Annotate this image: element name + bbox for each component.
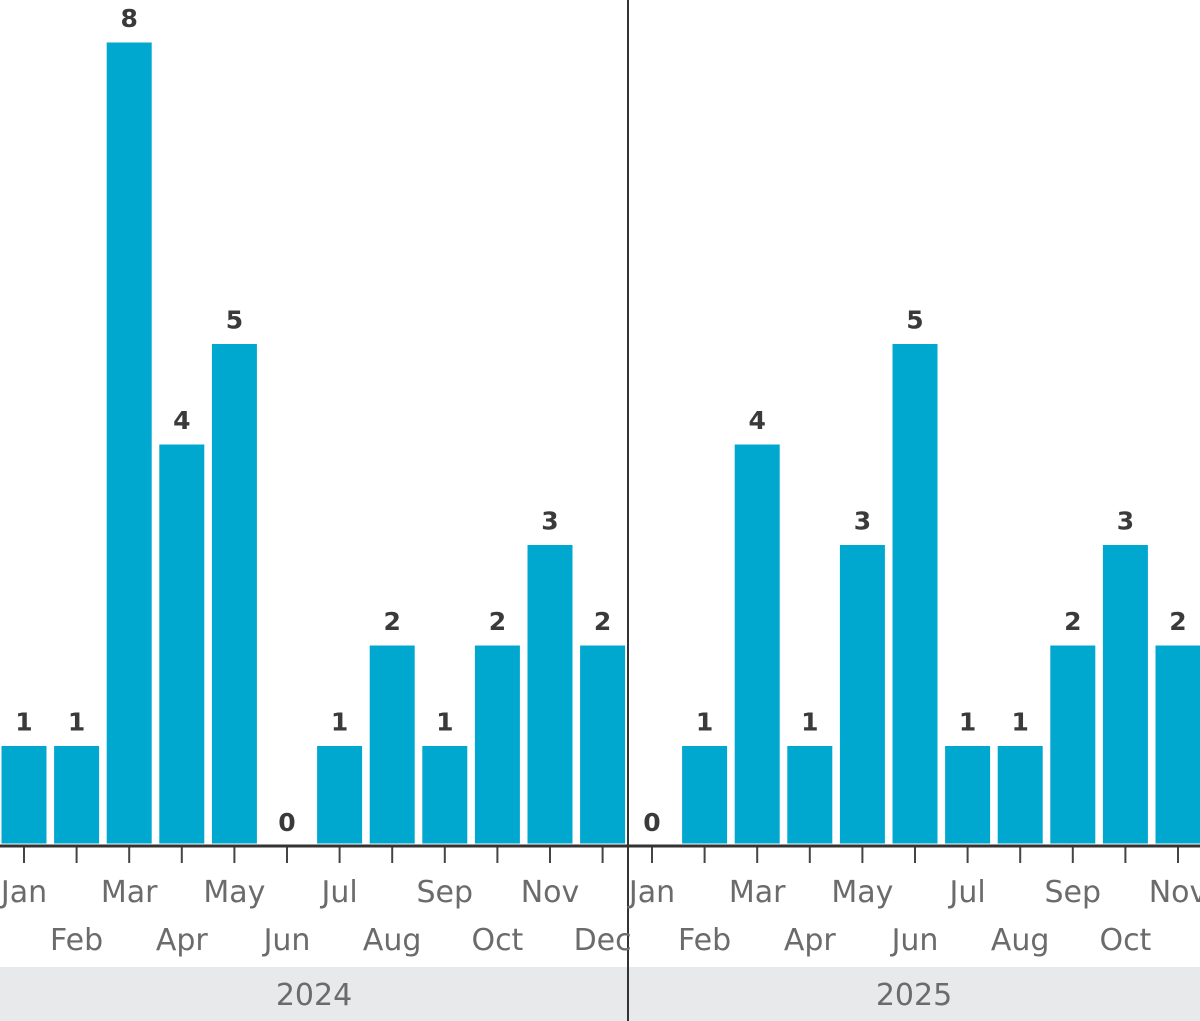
value-label: 2 — [1169, 607, 1186, 636]
value-label: 1 — [15, 708, 32, 737]
value-label: 3 — [854, 507, 871, 536]
tick-labels: JanFebMarAprMayJunJulAugSepOctNovDec2024… — [0, 875, 1200, 1013]
bar-2024-jul — [314, 743, 366, 847]
tick-label-sep: Sep — [1045, 875, 1102, 910]
value-label: 1 — [801, 708, 818, 737]
tick-label-jun: Jun — [890, 923, 939, 958]
tick-label-oct: Oct — [1099, 923, 1151, 958]
tick-label-mar: Mar — [101, 875, 158, 910]
tick-label-apr: Apr — [784, 923, 837, 958]
tick-label-jan: Jan — [0, 875, 47, 910]
value-label: 1 — [331, 708, 348, 737]
tick-label-jun: Jun — [262, 923, 311, 958]
value-label: 1 — [696, 708, 713, 737]
bar-2025-oct — [1099, 542, 1151, 847]
bar-2025-mar — [731, 441, 783, 847]
tick-label-apr: Apr — [156, 923, 209, 958]
value-label: 4 — [173, 406, 190, 435]
bar-2024-feb — [51, 743, 103, 847]
value-label: 8 — [120, 4, 137, 33]
tick-label-nov: Nov — [1149, 875, 1200, 910]
bar-2025-aug — [994, 743, 1046, 847]
value-label: 0 — [643, 808, 660, 837]
tick-label-aug: Aug — [991, 923, 1050, 958]
tick-label-sep: Sep — [417, 875, 474, 910]
tick-label-may: May — [203, 875, 265, 910]
bar-2024-dec — [577, 642, 629, 847]
value-label: 1 — [68, 708, 85, 737]
bar-2024-mar — [103, 39, 155, 847]
bar-2025-sep — [1047, 642, 1099, 847]
tick-label-may: May — [831, 875, 893, 910]
value-label: 2 — [489, 607, 506, 636]
bar-2024-apr — [156, 441, 208, 847]
bar-2024-may — [208, 341, 260, 847]
value-label: 4 — [748, 406, 765, 435]
year-bands — [0, 967, 1200, 1021]
bar-2024-jan — [0, 743, 50, 847]
value-label: 2 — [1064, 607, 1081, 636]
value-label: 3 — [541, 507, 558, 536]
value-label: 2 — [383, 607, 400, 636]
year-label-2025: 2025 — [876, 978, 952, 1013]
bar-2025-feb — [679, 743, 731, 847]
bar-2024-aug — [366, 642, 418, 847]
value-label: 1 — [959, 708, 976, 737]
bar-2025-may — [836, 542, 888, 847]
bar-2024-nov — [524, 542, 576, 847]
bar-2025-nov — [1152, 642, 1200, 847]
tick-label-jan: Jan — [627, 875, 675, 910]
tick-label-jul: Jul — [319, 875, 357, 910]
year-band — [0, 967, 1200, 1021]
tick-label-dec: Dec — [574, 923, 632, 958]
bar-2024-sep — [419, 743, 471, 847]
tick-label-aug: Aug — [363, 923, 422, 958]
value-label: 5 — [906, 306, 923, 335]
value-label: 5 — [226, 306, 243, 335]
tick-label-mar: Mar — [729, 875, 786, 910]
value-labels: 1 1 8 4 5 0 1 2 1 2 3 2 0 1 4 1 3 5 1 1 2 3 2 — [15, 4, 1186, 837]
tick-label-oct: Oct — [471, 923, 523, 958]
bar-2025-jun — [889, 341, 941, 847]
tick-label-nov: Nov — [521, 875, 580, 910]
bar-2025-jul — [942, 743, 994, 847]
value-label: 3 — [1117, 507, 1134, 536]
tick-label-feb: Feb — [678, 923, 731, 958]
value-label: 1 — [436, 708, 453, 737]
year-label-2024: 2024 — [276, 978, 352, 1013]
value-label: 0 — [278, 808, 295, 837]
bar-2024-oct — [471, 642, 523, 847]
tick-label-jul: Jul — [947, 875, 985, 910]
bar-2025-apr — [784, 743, 836, 847]
value-label: 1 — [1011, 708, 1028, 737]
value-label: 2 — [594, 607, 611, 636]
tick-label-feb: Feb — [50, 923, 103, 958]
